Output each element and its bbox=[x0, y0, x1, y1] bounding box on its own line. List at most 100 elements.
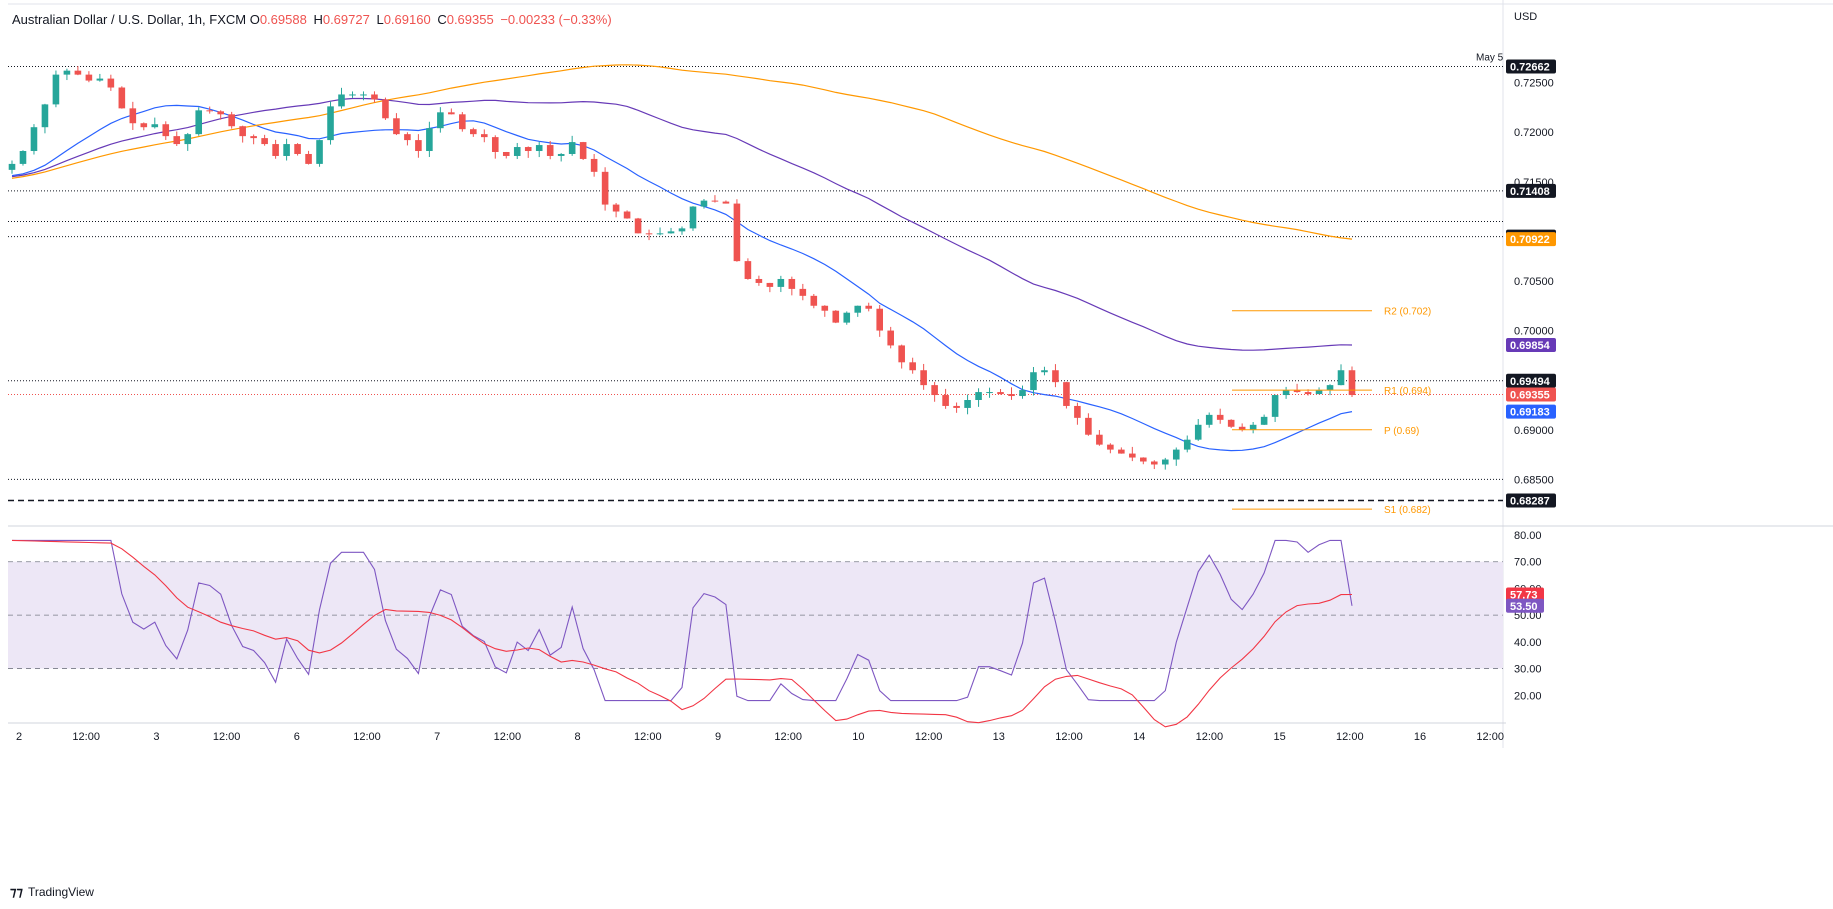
candle-body bbox=[513, 147, 521, 156]
ma-price-tag-label: 0.70922 bbox=[1510, 234, 1550, 246]
candle-body bbox=[755, 278, 763, 283]
candle-body bbox=[1271, 395, 1279, 417]
candle-body bbox=[129, 108, 137, 124]
close-label: C bbox=[437, 12, 447, 27]
candle-body bbox=[426, 128, 433, 152]
candle-body bbox=[85, 74, 93, 81]
candle-body bbox=[1216, 414, 1224, 420]
rsi-value-tag bbox=[1506, 587, 1544, 602]
candle-body bbox=[184, 134, 192, 145]
candle-body bbox=[1151, 461, 1158, 465]
level-tag bbox=[1506, 387, 1556, 402]
ma-price-tag bbox=[1506, 404, 1556, 419]
rsi-value-tag-label: 53.50 bbox=[1510, 601, 1538, 613]
candle-body bbox=[524, 147, 532, 152]
candle-body bbox=[821, 305, 829, 311]
candle-body bbox=[327, 106, 334, 141]
time-tick-label: 8 bbox=[575, 731, 581, 743]
candle-body bbox=[8, 163, 16, 170]
candle-body bbox=[1304, 392, 1312, 395]
candle-body bbox=[1074, 405, 1081, 418]
candle-body bbox=[415, 140, 422, 152]
candle-body bbox=[1172, 449, 1180, 460]
tradingview-brand[interactable]: ⁊⁊ TradingView bbox=[10, 884, 94, 900]
candle-body bbox=[228, 114, 235, 127]
candle-body bbox=[1030, 372, 1037, 391]
candle-body bbox=[30, 127, 38, 152]
open-label: O bbox=[249, 12, 260, 27]
level-tag-label: 0.69494 bbox=[1510, 376, 1551, 388]
candle-body bbox=[997, 392, 1004, 395]
candle-body bbox=[942, 395, 949, 406]
candle-body bbox=[590, 158, 598, 172]
candle-body bbox=[920, 370, 927, 386]
candle-body bbox=[1337, 370, 1345, 386]
candle-body bbox=[766, 282, 774, 287]
time-tick-label: 3 bbox=[153, 731, 159, 743]
rsi-layer bbox=[8, 539, 1503, 728]
candle-body bbox=[63, 70, 71, 75]
candle-body bbox=[535, 145, 543, 152]
candle-body bbox=[975, 392, 982, 400]
candle-body bbox=[261, 138, 268, 145]
candle-body bbox=[623, 211, 631, 219]
rsi-tick-label: 70.00 bbox=[1514, 557, 1542, 569]
candle-body bbox=[1183, 439, 1191, 450]
candle-body bbox=[964, 400, 971, 408]
moving-average-line bbox=[11, 104, 1353, 452]
candle-body bbox=[799, 288, 807, 296]
ma-price-tag-label: 0.69183 bbox=[1510, 407, 1550, 419]
candle-body bbox=[41, 104, 49, 128]
change-value: −0.00233 (−0.33%) bbox=[500, 12, 612, 27]
candle-body bbox=[1315, 390, 1323, 395]
pivot-label: R1 (0.694) bbox=[1384, 386, 1431, 397]
candle-body bbox=[239, 126, 246, 137]
time-tick-label: 2 bbox=[16, 731, 22, 743]
brand-label: TradingView bbox=[27, 885, 94, 899]
level-tag bbox=[1506, 493, 1556, 508]
candle-body bbox=[437, 112, 444, 129]
candle-body bbox=[217, 111, 224, 115]
candle-body bbox=[931, 385, 938, 396]
candle-body bbox=[349, 94, 356, 96]
candle-body bbox=[1238, 426, 1246, 430]
candle-body bbox=[898, 345, 905, 363]
rsi-ma-line bbox=[11, 539, 1353, 728]
candle-body bbox=[393, 118, 400, 135]
candle-body bbox=[316, 140, 323, 164]
candle-body bbox=[832, 310, 840, 323]
level-tag bbox=[1506, 59, 1556, 74]
close-value: 0.69355 bbox=[446, 12, 494, 27]
level-tag bbox=[1506, 373, 1556, 388]
level-tag-label: 0.69355 bbox=[1510, 390, 1550, 402]
candle-body bbox=[1008, 394, 1015, 397]
symbol-title: Australian Dollar / U.S. Dollar, 1h, FXC… bbox=[12, 12, 247, 27]
candle-body bbox=[700, 200, 708, 207]
candle-body bbox=[854, 305, 862, 313]
time-tick-label: 6 bbox=[294, 731, 300, 743]
moving-averages-layer bbox=[11, 64, 1353, 452]
candle-body bbox=[338, 94, 345, 107]
candle-body bbox=[250, 136, 257, 139]
candle-body bbox=[909, 362, 916, 371]
time-tick-label: 12:00 bbox=[634, 731, 662, 743]
candle-body bbox=[272, 144, 279, 156]
time-tick-label: 13 bbox=[993, 731, 1005, 743]
legend-header: Australian Dollar / U.S. Dollar, 1h, FXC… bbox=[12, 12, 615, 27]
time-tick-label: 12:00 bbox=[1336, 731, 1364, 743]
candle-body bbox=[1249, 424, 1257, 430]
ma-price-tag bbox=[1506, 338, 1556, 353]
candle-body bbox=[689, 206, 697, 229]
candle-body bbox=[810, 295, 818, 306]
candle-body bbox=[118, 87, 126, 109]
moving-average-line bbox=[11, 64, 1353, 240]
time-tick-label: 12:00 bbox=[353, 731, 381, 743]
grid-layer bbox=[8, 0, 1833, 748]
pivots-layer: R2 (0.702) R1 (0.694) P (0.69) S1 (0.682) bbox=[1232, 307, 1431, 516]
low-value: 0.69160 bbox=[383, 12, 431, 27]
time-tick-label: 12:00 bbox=[494, 731, 522, 743]
candle-body bbox=[601, 171, 609, 205]
pivot-label: R2 (0.702) bbox=[1384, 307, 1431, 318]
candle-body bbox=[140, 123, 148, 128]
